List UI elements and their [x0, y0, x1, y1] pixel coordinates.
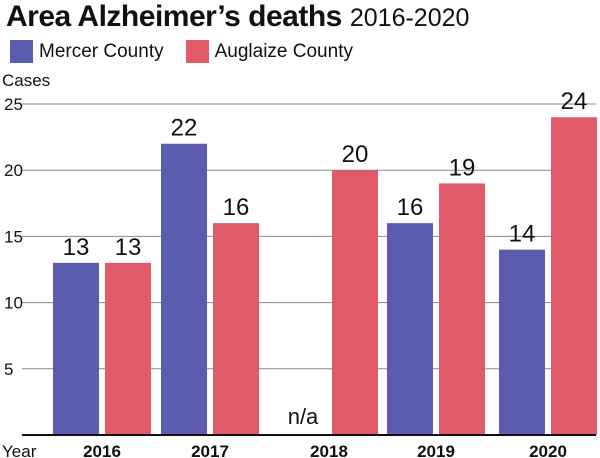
y-tick-label-10: 10	[4, 294, 23, 313]
value-label-auglaize-2019: 19	[449, 154, 476, 181]
x-tick-label-2016: 2016	[83, 442, 121, 458]
x-tick-label-2017: 2017	[191, 442, 229, 458]
bar-mercer-2017	[161, 143, 207, 435]
bar-mercer-2020	[499, 249, 545, 435]
legend-item-auglaize: Auglaize County	[185, 40, 353, 63]
bar-auglaize-2016	[105, 262, 151, 435]
bar-auglaize-2017	[213, 223, 259, 435]
y-tick-label-5: 5	[4, 360, 13, 379]
legend-item-mercer: Mercer County	[10, 40, 164, 63]
chart-subtitle: 2016-2020	[349, 4, 470, 32]
legend: Mercer County Auglaize County	[10, 40, 375, 63]
value-label-mercer-2018: n/a	[288, 404, 319, 429]
x-axis-label: Year	[2, 442, 37, 458]
chart-title-block: Area Alzheimer’s deaths 2016-2020	[6, 0, 469, 34]
chart-title: Area Alzheimer’s deaths	[6, 0, 342, 33]
value-label-auglaize-2017: 16	[223, 194, 250, 221]
legend-label-mercer: Mercer County	[39, 40, 164, 62]
value-label-auglaize-2016: 13	[115, 234, 142, 261]
legend-swatch-auglaize	[185, 40, 209, 63]
x-tick-label-2019: 2019	[417, 442, 455, 458]
bar-mercer-2019	[387, 223, 433, 435]
legend-label-auglaize: Auglaize County	[214, 40, 353, 62]
x-tick-label-2020: 2020	[529, 442, 567, 458]
y-tick-label-15: 15	[4, 227, 23, 246]
value-label-auglaize-2018: 20	[342, 141, 369, 168]
bar-auglaize-2020	[551, 117, 597, 436]
y-axis-label: Cases	[2, 71, 50, 90]
value-label-mercer-2016: 13	[63, 234, 90, 261]
value-label-mercer-2017: 22	[171, 115, 198, 142]
bar-auglaize-2018	[332, 170, 378, 435]
value-label-mercer-2020: 14	[509, 221, 536, 248]
value-label-auglaize-2020: 24	[561, 88, 588, 115]
bar-mercer-2016	[53, 262, 99, 435]
x-tick-label-2018: 2018	[310, 442, 348, 458]
value-label-mercer-2019: 16	[397, 194, 424, 221]
bar-auglaize-2019	[439, 183, 485, 435]
y-tick-label-20: 20	[4, 161, 23, 180]
y-tick-label-25: 25	[4, 95, 23, 114]
legend-swatch-mercer	[10, 40, 33, 63]
